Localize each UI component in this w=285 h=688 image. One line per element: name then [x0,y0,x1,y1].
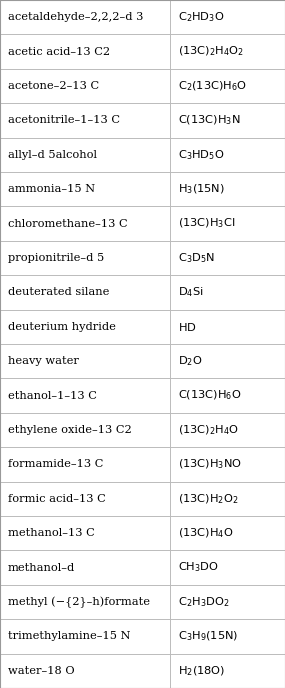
Text: methyl (−{2}–h)formate: methyl (−{2}–h)formate [8,596,150,608]
Text: allyl–d 5alcohol: allyl–d 5alcohol [8,150,97,160]
Text: $\mathrm{(13C)H_4O}$: $\mathrm{(13C)H_4O}$ [178,526,234,540]
Text: $\mathrm{C(13C)H_6O}$: $\mathrm{C(13C)H_6O}$ [178,389,241,402]
Text: acetic acid–13 C2: acetic acid–13 C2 [8,47,110,56]
Text: ethanol–1–13 C: ethanol–1–13 C [8,391,97,400]
Text: propionitrile–d 5: propionitrile–d 5 [8,253,104,263]
Text: $\mathrm{H_3(15N)}$: $\mathrm{H_3(15N)}$ [178,182,225,196]
Text: acetonitrile–1–13 C: acetonitrile–1–13 C [8,116,120,125]
Text: $\mathrm{CH_3DO}$: $\mathrm{CH_3DO}$ [178,561,219,574]
Text: formic acid–13 C: formic acid–13 C [8,494,106,504]
Text: $\mathrm{C_2H_3DO_2}$: $\mathrm{C_2H_3DO_2}$ [178,595,229,609]
Text: $\mathrm{C_2HD_3O}$: $\mathrm{C_2HD_3O}$ [178,10,225,24]
Text: acetaldehyde–2,2,2–d 3: acetaldehyde–2,2,2–d 3 [8,12,143,22]
Text: $\mathrm{C_2(13C)H_6O}$: $\mathrm{C_2(13C)H_6O}$ [178,79,247,93]
Text: $\mathrm{C_3D_5N}$: $\mathrm{C_3D_5N}$ [178,251,215,265]
Text: $\mathrm{C(13C)H_3N}$: $\mathrm{C(13C)H_3N}$ [178,114,241,127]
Text: trimethylamine–15 N: trimethylamine–15 N [8,632,131,641]
Text: chloromethane–13 C: chloromethane–13 C [8,219,128,228]
Text: $\mathrm{D_4Si}$: $\mathrm{D_4Si}$ [178,286,204,299]
Text: $\mathrm{(13C)H_3Cl}$: $\mathrm{(13C)H_3Cl}$ [178,217,235,230]
Text: ethylene oxide–13 C2: ethylene oxide–13 C2 [8,425,132,435]
Text: $\mathrm{(13C)H_2O_2}$: $\mathrm{(13C)H_2O_2}$ [178,492,239,506]
Text: acetone–2–13 C: acetone–2–13 C [8,81,99,91]
Text: $\mathrm{C_3H_9(15N)}$: $\mathrm{C_3H_9(15N)}$ [178,630,238,643]
Text: $\mathrm{(13C)_2H_4O}$: $\mathrm{(13C)_2H_4O}$ [178,423,239,437]
Text: $\mathrm{(13C)_2H_4O_2}$: $\mathrm{(13C)_2H_4O_2}$ [178,45,244,58]
Text: $\mathrm{H_2(18O)}$: $\mathrm{H_2(18O)}$ [178,664,225,678]
Text: deuterium hydride: deuterium hydride [8,322,116,332]
Text: methanol–13 C: methanol–13 C [8,528,95,538]
Text: ammonia–15 N: ammonia–15 N [8,184,95,194]
Text: methanol–d: methanol–d [8,563,75,572]
Text: $\mathrm{C_3HD_5O}$: $\mathrm{C_3HD_5O}$ [178,148,225,162]
Text: water–18 O: water–18 O [8,666,75,676]
Text: heavy water: heavy water [8,356,79,366]
Text: formamide–13 C: formamide–13 C [8,460,103,469]
Text: $\mathrm{(13C)H_3NO}$: $\mathrm{(13C)H_3NO}$ [178,458,242,471]
Text: $\mathrm{HD}$: $\mathrm{HD}$ [178,321,197,333]
Text: $\mathrm{D_2O}$: $\mathrm{D_2O}$ [178,354,202,368]
Text: deuterated silane: deuterated silane [8,288,109,297]
